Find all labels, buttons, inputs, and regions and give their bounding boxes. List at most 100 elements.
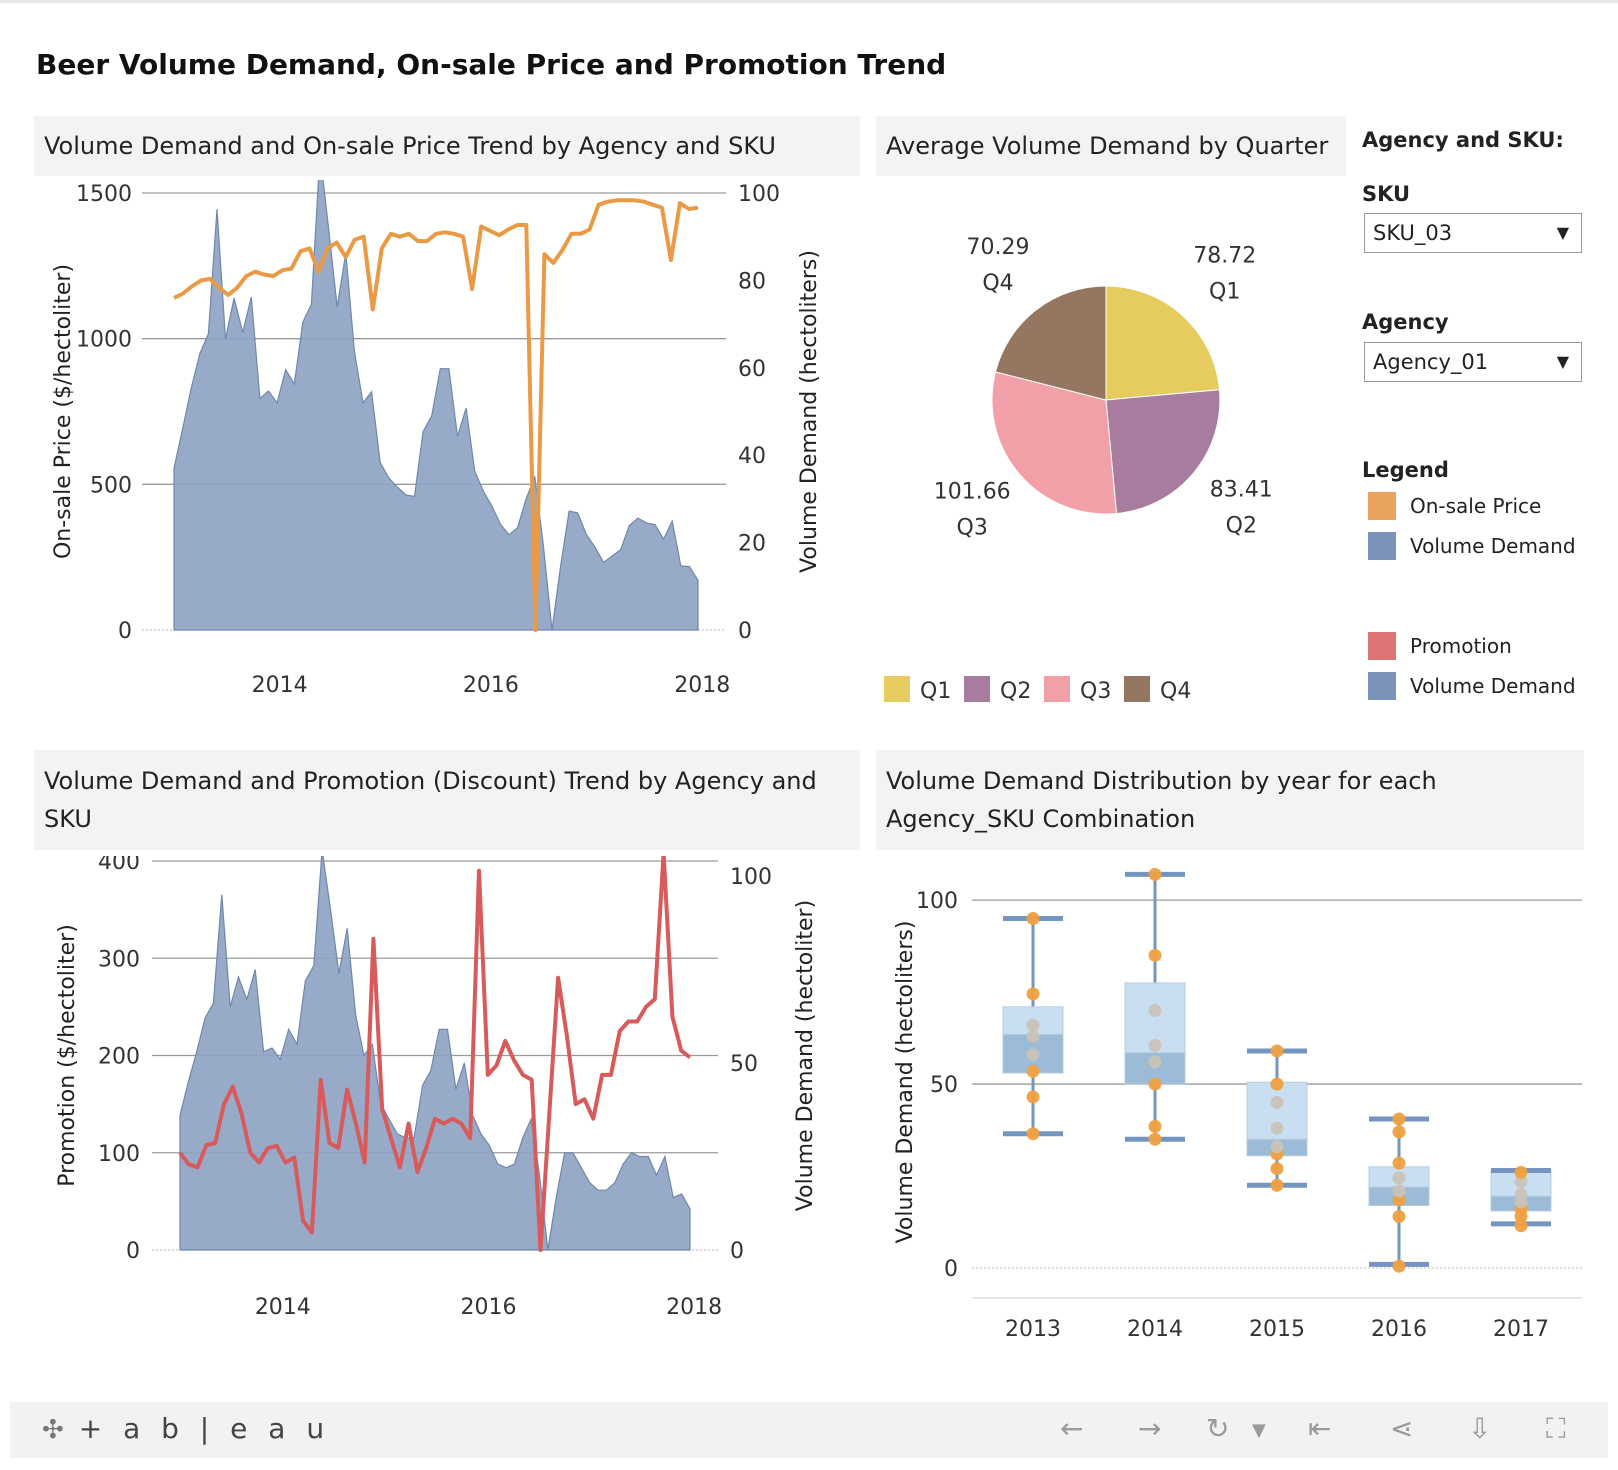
x-tick-label: 2015 xyxy=(1249,1317,1305,1342)
legend-label: On-sale Price xyxy=(1410,494,1542,518)
x-tick-label: 2014 xyxy=(252,673,308,698)
pie-slice-q3 xyxy=(991,371,1118,515)
y-right-tick-label: 20 xyxy=(738,532,766,557)
box-title-line1: Volume Demand Distribution by year for e… xyxy=(886,767,1437,795)
pie-quarter-label: Q2 xyxy=(1226,514,1257,539)
pie-quarter-label: Q3 xyxy=(957,515,988,540)
y-right-axis-title: Volume Demand (hectoliters) xyxy=(797,250,822,573)
box-title-line2: Agency_SKU Combination xyxy=(886,805,1196,833)
y-right-tick-label: 80 xyxy=(738,269,766,294)
volume-demand-area xyxy=(173,180,699,631)
dropdown-caret-icon: ▼ xyxy=(1556,352,1569,371)
y-right-tick-label: 0 xyxy=(730,1239,744,1264)
x-tick-label: 2016 xyxy=(460,1295,516,1320)
quarter-legend-swatch xyxy=(964,676,990,702)
legend-swatch xyxy=(1368,492,1396,520)
data-point xyxy=(1026,987,1040,1001)
x-tick-label: 2016 xyxy=(463,673,519,698)
data-point xyxy=(1514,1165,1528,1179)
y-left-tick-label: 0 xyxy=(118,619,132,644)
agency-dropdown[interactable]: Agency_01 ▼ xyxy=(1364,342,1582,382)
data-point xyxy=(1270,1121,1284,1135)
y-left-tick-label: 300 xyxy=(98,947,140,972)
quarter-pie-chart[interactable]: 78.72 Q1 83.41 Q2 101.66 Q3 70.29 Q4 Q1 Q2 Q3 Q4 xyxy=(876,180,1346,730)
data-point xyxy=(1026,1090,1040,1104)
pie-quarter-label: Q1 xyxy=(1209,280,1240,305)
data-point xyxy=(1270,1095,1284,1109)
tableau-wordmark: + a b | e a u xyxy=(78,1412,331,1445)
pie-slice-q4 xyxy=(994,285,1107,401)
y-left-tick-label: 200 xyxy=(98,1045,140,1070)
y-left-axis-title: On-sale Price ($/hectoliter) xyxy=(51,264,76,559)
agency-dropdown-value: Agency_01 xyxy=(1373,350,1489,374)
y-left-tick-label: 500 xyxy=(90,473,132,498)
pie-value-label: 101.66 xyxy=(934,479,1011,504)
dashboard-title: Beer Volume Demand, On-sale Price and Pr… xyxy=(36,48,947,81)
y-right-tick-label: 50 xyxy=(730,1052,758,1077)
download-icon[interactable]: ⇩ xyxy=(1468,1412,1492,1445)
on-sale-price-line xyxy=(173,198,699,632)
price-trend-panel-title: Volume Demand and On-sale Price Trend by… xyxy=(34,116,860,176)
legend-label: Volume Demand xyxy=(1410,534,1576,558)
y-left-tick-label: 400 xyxy=(98,856,140,875)
data-point xyxy=(1148,1055,1162,1069)
data-point xyxy=(1392,1184,1406,1198)
data-point xyxy=(1514,1219,1528,1233)
sku-dropdown-value: SKU_03 xyxy=(1373,221,1453,245)
data-point xyxy=(1026,1029,1040,1043)
data-point xyxy=(1392,1210,1406,1223)
legend-title: Legend xyxy=(1362,458,1449,482)
reset-icon[interactable]: ⇤ xyxy=(1308,1412,1332,1445)
data-point xyxy=(1392,1259,1406,1273)
filter-heading: Agency and SKU: xyxy=(1362,128,1564,152)
quarter-legend-swatch xyxy=(884,676,910,702)
legend-label: Promotion xyxy=(1410,634,1512,658)
data-point xyxy=(1392,1193,1406,1207)
pie-quarter-label: Q4 xyxy=(982,271,1013,296)
pie-slice-q1 xyxy=(1105,285,1221,401)
x-tick-label: 2017 xyxy=(1493,1317,1549,1342)
promo-trend-title-line1: Volume Demand and Promotion (Discount) T… xyxy=(44,767,817,795)
data-point xyxy=(1026,1064,1040,1078)
undo-icon[interactable]: ← xyxy=(1060,1412,1084,1445)
y-left-tick-label: 1000 xyxy=(76,328,132,353)
tableau-logo[interactable]: ✣ + a b | e a u xyxy=(42,1412,330,1445)
revert-icon[interactable]: ↻ xyxy=(1206,1412,1230,1445)
quarter-legend-label: Q3 xyxy=(1080,679,1111,704)
y-axis-title: Volume Demand (hectoliters) xyxy=(893,921,918,1244)
data-point xyxy=(1148,1038,1162,1052)
y-tick-label: 100 xyxy=(916,889,958,914)
y-left-axis-title: Promotion ($/hectoliter) xyxy=(55,924,80,1187)
y-right-tick-label: 100 xyxy=(738,182,780,207)
quarter-legend-label: Q4 xyxy=(1160,679,1191,704)
y-right-axis-title: Volume Demand (hectoliter) xyxy=(793,900,818,1211)
x-tick-label: 2018 xyxy=(666,1295,722,1320)
data-point xyxy=(1026,1127,1040,1141)
quarter-legend-swatch xyxy=(1124,676,1150,702)
legend-swatch xyxy=(1368,532,1396,560)
data-point xyxy=(1270,1044,1284,1058)
revert-menu-icon[interactable]: ▼ xyxy=(1252,1420,1266,1441)
legend-swatch xyxy=(1368,672,1396,700)
sku-dropdown[interactable]: SKU_03 ▼ xyxy=(1364,213,1582,253)
data-point xyxy=(1148,1119,1162,1133)
fullscreen-icon[interactable]: ⛶ xyxy=(1546,1412,1566,1445)
x-tick-label: 2016 xyxy=(1371,1317,1427,1342)
data-point xyxy=(1148,1077,1162,1091)
box-panel-title: Volume Demand Distribution by year for e… xyxy=(876,750,1584,850)
legend-label: Volume Demand xyxy=(1410,674,1576,698)
quarter-legend-swatch xyxy=(1044,676,1070,702)
x-tick-label: 2014 xyxy=(1127,1317,1183,1342)
data-point xyxy=(1392,1171,1406,1185)
data-point xyxy=(1270,1140,1284,1154)
redo-icon[interactable]: → xyxy=(1138,1412,1162,1445)
volume-boxplot-chart[interactable]: 0 50 100 Volume Demand (hectoliters) 2013 201… xyxy=(876,856,1596,1376)
data-point xyxy=(1148,867,1162,881)
data-point xyxy=(1148,1004,1162,1017)
pie-slice-q2 xyxy=(1105,389,1221,515)
quarter-legend-label: Q2 xyxy=(1000,679,1031,704)
share-icon[interactable]: ⋖ xyxy=(1390,1412,1414,1445)
x-tick-label: 2014 xyxy=(255,1295,311,1320)
price-volume-trend-chart[interactable]: 0 500 1000 1500 0 20 40 60 80 100 2014 2016 2018 On-s… xyxy=(34,180,860,730)
promo-volume-trend-chart[interactable]: 0 100 200 300 400 0 50 100 2014 2016 2018 Promotion… xyxy=(34,856,860,1376)
